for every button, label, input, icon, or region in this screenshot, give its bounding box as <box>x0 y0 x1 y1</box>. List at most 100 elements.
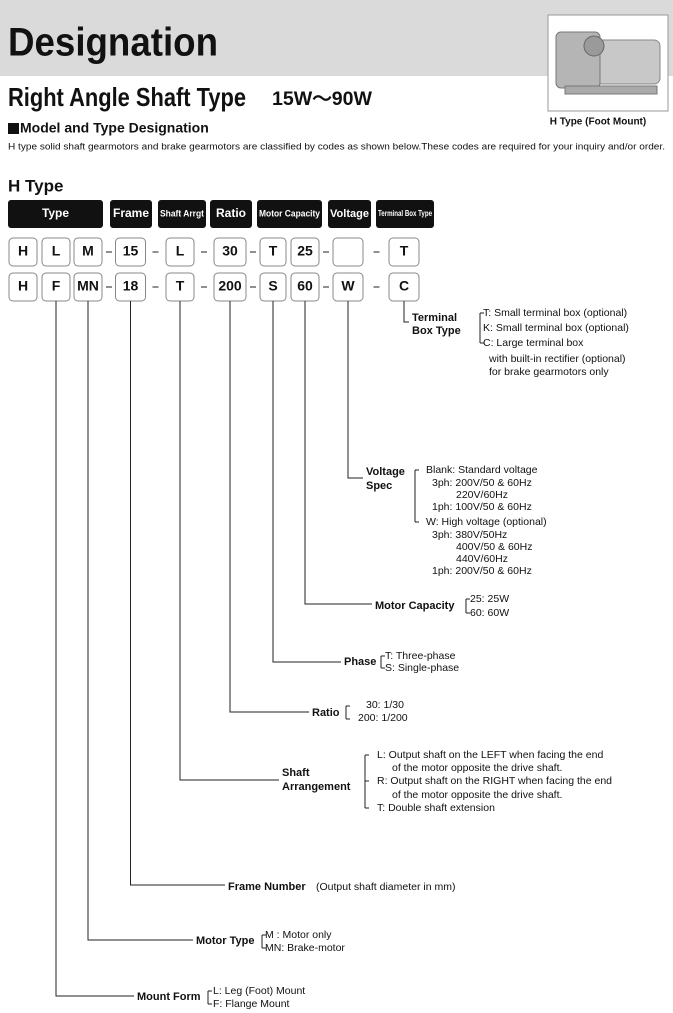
column-header: Terminal Box Type <box>378 209 432 218</box>
code-cell <box>332 237 364 267</box>
code-value: MN <box>77 278 99 294</box>
code-cell <box>165 237 195 267</box>
code-cell <box>213 237 247 267</box>
code-cell <box>290 237 320 267</box>
legend-option: of the motor opposite the drive shaft. <box>392 762 562 774</box>
legend-option: 30: 1/30 <box>366 699 404 711</box>
legend-label: Arrangement <box>282 781 351 793</box>
legend-option: C: Large terminal box <box>483 337 584 349</box>
leader-line <box>347 301 363 479</box>
heading-bullet <box>8 123 19 134</box>
column-header: Ratio <box>216 206 246 220</box>
legend-option: MN: Brake-motor <box>265 942 345 954</box>
legend-label: Voltage <box>366 466 405 478</box>
code-value: 18 <box>123 278 139 294</box>
legend-option: 200: 1/200 <box>358 712 408 724</box>
image-caption: H Type (Foot Mount) <box>550 117 646 128</box>
code-cell <box>259 237 287 267</box>
leader-line <box>304 301 372 605</box>
column-header-box <box>110 200 152 228</box>
code-value: L <box>176 243 185 259</box>
code-value: 30 <box>222 243 238 259</box>
page-title: Designation <box>8 21 218 65</box>
legend-option: 25: 25W <box>470 593 509 605</box>
legend-option: K: Small terminal box (optional) <box>483 322 629 334</box>
legend-option: T: Double shaft extension <box>377 802 495 814</box>
code-value: T <box>400 243 409 259</box>
legend-label: Motor Capacity <box>375 600 455 612</box>
product-photo <box>547 14 669 112</box>
leader-line <box>272 301 341 663</box>
code-value: M <box>82 243 94 259</box>
code-value: C <box>399 278 409 294</box>
code-cell <box>41 237 71 267</box>
legend-option: 3ph: 200V/50 & 60Hz <box>432 477 532 489</box>
code-value: S <box>268 278 277 294</box>
legend-option: T: Three-phase <box>385 650 456 662</box>
column-header-box <box>8 200 103 228</box>
legend-option: 1ph: 200V/50 & 60Hz <box>432 565 532 577</box>
column-header: Frame <box>113 206 149 220</box>
legend-label: Spec <box>366 480 392 492</box>
legend-option: L: Output shaft on the LEFT when facing … <box>377 749 603 761</box>
legend-option: T: Small terminal box (optional) <box>483 307 627 319</box>
legend-option: 3ph: 380V/50Hz <box>432 529 507 541</box>
section-heading: Model and Type Designation <box>20 120 209 136</box>
code-cell <box>115 237 146 267</box>
leader-line <box>55 301 134 997</box>
code-value: 200 <box>218 278 242 294</box>
legend-option: Blank: Standard voltage <box>426 464 538 476</box>
legend-option: F: Flange Mount <box>213 998 290 1010</box>
column-header: Motor Capacity <box>259 208 320 218</box>
legend-label: Ratio <box>312 707 340 719</box>
legend-option: 1ph: 100V/50 & 60Hz <box>432 501 532 513</box>
leader-line <box>179 301 279 781</box>
diagram-title: H Type <box>8 176 63 195</box>
leader-line <box>229 301 309 713</box>
legend-option: (Output shaft diameter in mm) <box>316 881 455 893</box>
legend-option: M : Motor only <box>265 929 332 941</box>
code-value: L <box>52 243 61 259</box>
legend-option: 400V/50 & 60Hz <box>456 541 532 553</box>
legend-label: Shaft <box>282 767 310 779</box>
legend-option: 220V/60Hz <box>456 489 508 501</box>
section-description: H type solid shaft gearmotors and brake … <box>8 142 665 153</box>
legend-label: Box Type <box>412 325 461 337</box>
legend-option: with built-in rectifier (optional) <box>488 353 626 365</box>
code-cell <box>388 237 420 267</box>
legend-option: R: Output shaft on the RIGHT when facing… <box>377 775 612 787</box>
legend-label: Mount Form <box>137 991 201 1003</box>
code-value: T <box>269 243 278 259</box>
column-header-box <box>376 200 434 228</box>
legend-label: Terminal <box>412 312 457 324</box>
column-header-box <box>328 200 371 228</box>
code-cell <box>8 237 38 267</box>
leader-line <box>87 301 193 941</box>
legend-label: Frame Number <box>228 881 306 893</box>
legend-label: Phase <box>344 656 376 668</box>
legend-option: 440V/60Hz <box>456 553 508 565</box>
column-header: Voltage <box>330 208 369 220</box>
subtitle: Right Angle Shaft Type <box>8 82 246 112</box>
code-value: H <box>18 278 28 294</box>
legend-option: for brake gearmotors only <box>489 366 609 378</box>
code-value: F <box>52 278 61 294</box>
code-cell <box>73 237 103 267</box>
code-value: T <box>176 278 185 294</box>
column-header-box <box>158 200 206 228</box>
code-value: 15 <box>123 243 139 259</box>
power-range: 15W〜90W <box>272 89 372 110</box>
code-value: H <box>18 243 28 259</box>
leader-line <box>403 301 409 323</box>
legend-option: S: Single-phase <box>385 662 459 674</box>
code-value: 25 <box>297 243 313 259</box>
code-value: W <box>341 278 355 294</box>
column-header: Type <box>42 206 69 220</box>
code-value: 60 <box>297 278 313 294</box>
column-header-box <box>257 200 322 228</box>
legend-option: W: High voltage (optional) <box>426 516 547 528</box>
legend-option: of the motor opposite the drive shaft. <box>392 789 562 801</box>
legend-option: 60: 60W <box>470 607 509 619</box>
column-header-box <box>210 200 252 228</box>
